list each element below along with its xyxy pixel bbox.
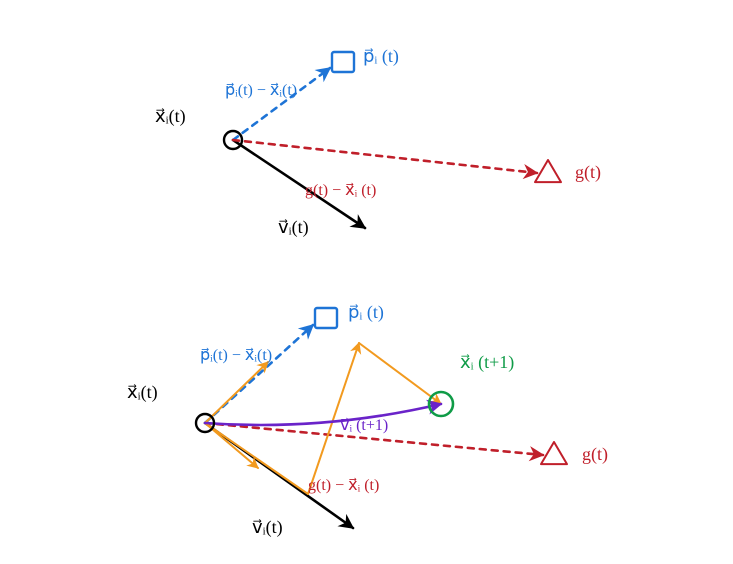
bot-label-g: g(t) <box>582 444 608 465</box>
top-label-g-diff: g(t) − x⃗ᵢ (t) <box>305 182 376 199</box>
top-label-pi: p⃗ᵢ (t) <box>363 46 399 67</box>
bot-label-vi-next: v⃗ᵢ (t+1) <box>340 417 388 434</box>
top-g-arrow <box>233 140 537 173</box>
top-g-delta <box>535 160 561 182</box>
bot-label-xi: x⃗ᵢ(t) <box>127 382 158 403</box>
bot-label-pi-diff: p⃗ᵢ(t) − x⃗ᵢ(t) <box>200 347 272 364</box>
bot-orange-g-comp <box>205 423 258 468</box>
bot-label-xi-next: x⃗ᵢ (t+1) <box>460 352 514 373</box>
bot-g-delta <box>541 442 567 464</box>
top-label-vi: v⃗ᵢ(t) <box>278 217 309 238</box>
bot-label-g-diff: g(t) − x⃗ᵢ (t) <box>308 477 379 494</box>
bot-vi-next-arrow <box>205 404 441 425</box>
bot-orange-to-newpos <box>359 343 441 404</box>
top-label-xi: x⃗ᵢ(t) <box>155 106 186 127</box>
bot-pi-box <box>315 308 337 328</box>
top-pi-arrow <box>233 68 330 140</box>
top-label-pi-diff: p⃗ᵢ(t) − x⃗ᵢ(t) <box>225 82 297 99</box>
top-label-g: g(t) <box>575 162 601 183</box>
top-pi-box <box>332 52 354 72</box>
bot-label-vi: v⃗ᵢ(t) <box>252 517 283 538</box>
bot-orange-vi-short <box>205 423 308 494</box>
bot-label-pi: p⃗ᵢ (t) <box>348 302 384 323</box>
bot-orange-p-comp <box>205 362 268 423</box>
